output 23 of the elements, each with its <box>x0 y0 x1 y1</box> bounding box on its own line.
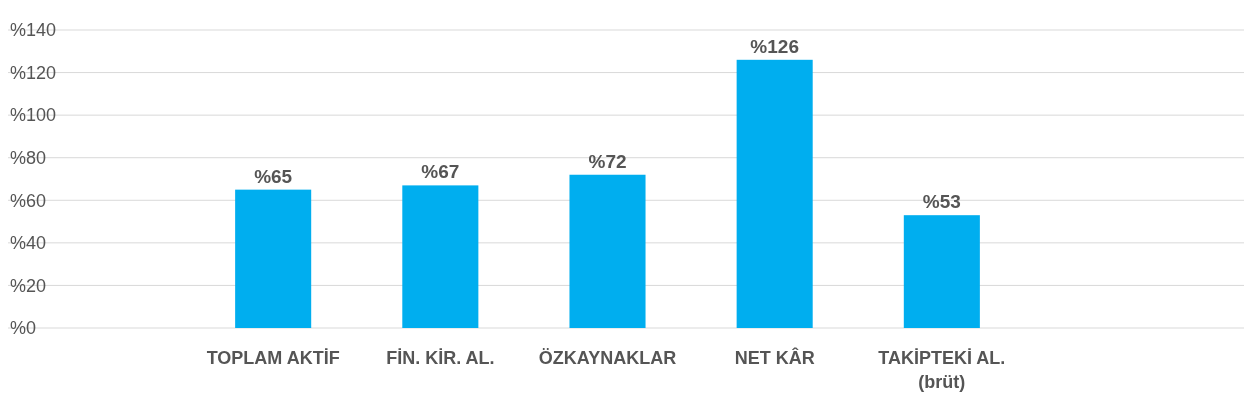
y-tick-label: %20 <box>10 275 47 296</box>
data-label: %72 <box>588 150 627 172</box>
y-tick-label: %60 <box>10 190 47 211</box>
data-label: %53 <box>922 191 961 213</box>
x-tick-label: TAKİPTEKİ AL. (brüt) <box>878 348 1006 392</box>
bar <box>903 215 980 328</box>
y-tick-label: %40 <box>10 233 47 254</box>
y-tick-label: %0 <box>10 318 37 339</box>
x-tick-label: ÖZKAYNAKLAR <box>538 348 677 368</box>
data-label: %67 <box>421 161 460 183</box>
y-tick-label: %140 <box>10 20 57 41</box>
bar <box>402 185 479 328</box>
bar <box>235 189 312 328</box>
x-tick-label: TOPLAM AKTİF <box>206 348 340 368</box>
y-tick-label: %100 <box>10 105 57 126</box>
data-label: %126 <box>750 35 799 57</box>
bar <box>569 174 646 328</box>
data-label: %65 <box>254 165 293 187</box>
bar <box>736 59 813 328</box>
x-tick-label: FİN. KİR. AL. <box>386 348 495 368</box>
x-tick-label: NET KÂR <box>734 347 815 368</box>
y-tick-label: %80 <box>10 148 47 169</box>
y-tick-label: %120 <box>10 62 57 83</box>
